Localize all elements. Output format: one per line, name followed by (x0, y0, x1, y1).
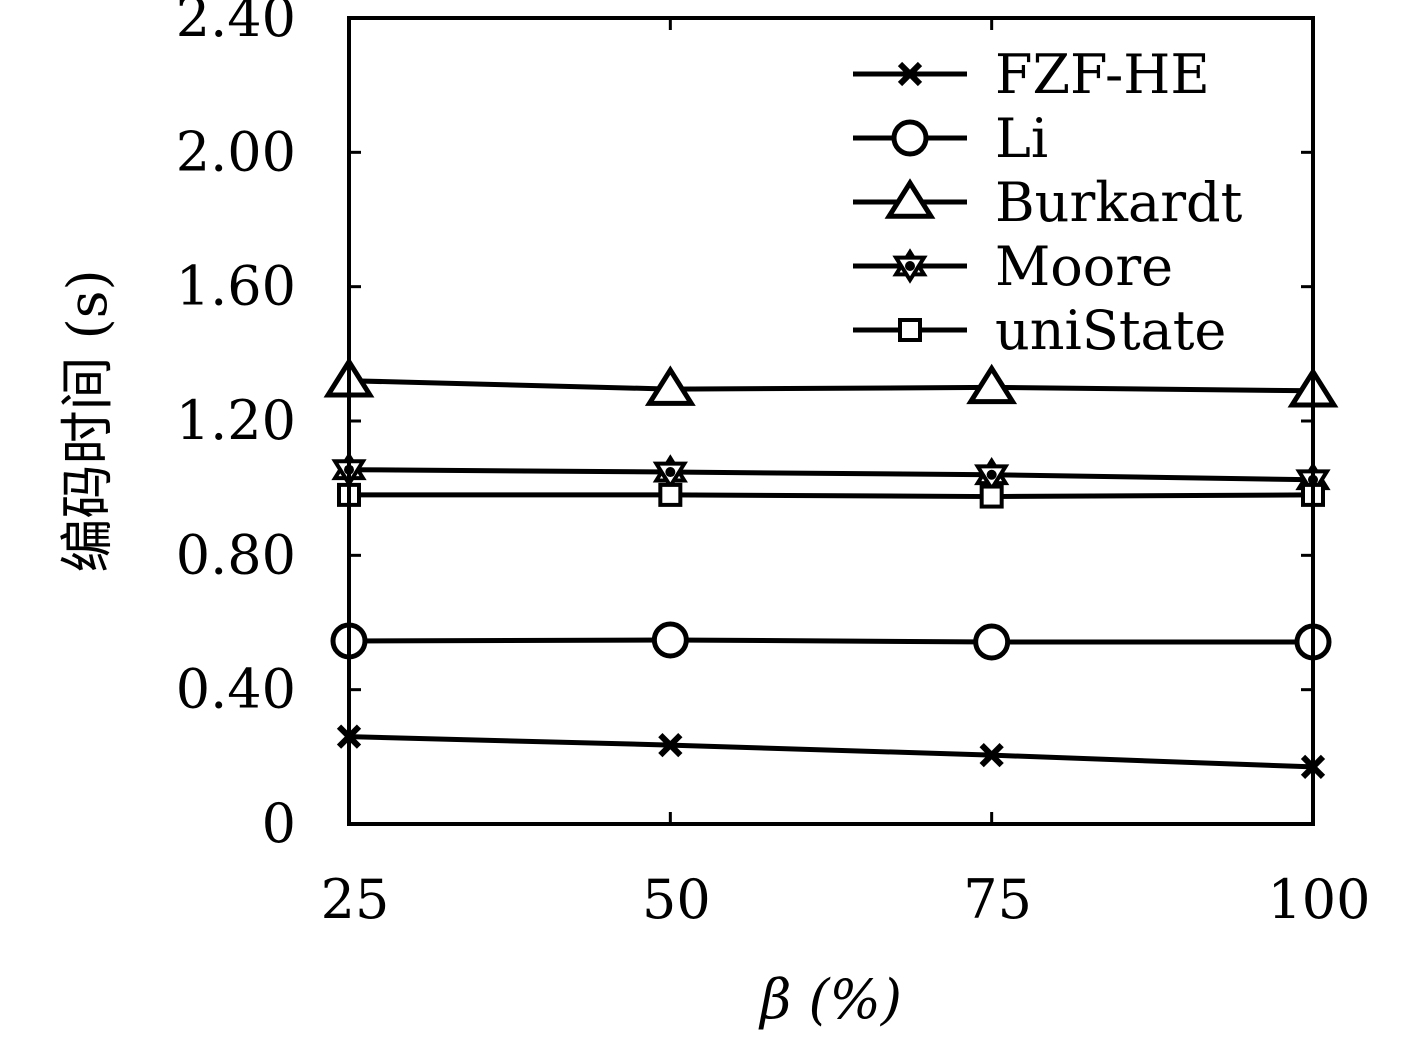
x-marker (979, 743, 1004, 768)
x-tick-label: 50 (642, 868, 711, 931)
x-tick-label: 25 (321, 868, 390, 931)
y-tick-label: 0 (262, 792, 296, 855)
y-tick-label: 1.60 (176, 255, 296, 318)
triangle-marker (966, 363, 1018, 405)
series-line (348, 467, 1314, 483)
legend-label: FZF-HE (995, 43, 1210, 106)
series-li (330, 621, 1332, 661)
legend-label: Li (995, 107, 1048, 170)
y-tick-label: 0.40 (176, 658, 296, 721)
y-tick-label: 2.40 (176, 0, 296, 49)
series-line (348, 734, 1314, 770)
series-line (348, 637, 1313, 645)
legend-label: Moore (995, 235, 1173, 298)
y-axis-title: 编码时间 (s) (56, 269, 119, 572)
square-marker (979, 484, 1004, 509)
star-marker (974, 456, 1010, 493)
legend-label: uniState (995, 299, 1226, 362)
legend-triangle-marker (884, 178, 936, 219)
legend-circle-marker (891, 119, 929, 157)
series-line (349, 492, 1314, 500)
legend-item: Li (853, 107, 1048, 170)
star-marker (652, 454, 688, 490)
y-tick-label: 2.00 (176, 120, 296, 183)
square-marker (658, 482, 683, 507)
legend-star-marker (892, 248, 928, 284)
x-tick-label: 100 (1267, 868, 1370, 931)
legend-item: FZF-HE (853, 43, 1210, 106)
circle-marker (651, 621, 689, 659)
series-burkardt (323, 357, 1339, 408)
y-tick-label: 1.20 (176, 389, 296, 452)
series-fzf-he (336, 724, 1326, 780)
x-marker (658, 732, 683, 758)
legend-square-marker (898, 318, 922, 342)
plot-frame (347, 16, 1315, 826)
legend-x-marker (897, 61, 923, 87)
triangle-marker (644, 365, 696, 406)
x-axis-title: β (%) (758, 968, 902, 1031)
circle-marker (973, 623, 1011, 661)
legend-item: Moore (853, 235, 1173, 298)
series-line (348, 378, 1314, 394)
axis-ticks: 0 0.40 0.80 1.20 1.60 2.00 2.40 25 50 75 100 (176, 0, 1371, 931)
legend-item: Burkardt (853, 171, 1243, 234)
legend-label: Burkardt (995, 171, 1243, 234)
x-tick-label: 75 (963, 868, 1032, 931)
series-unistate (337, 482, 1325, 509)
series-group (323, 357, 1339, 780)
series-moore (331, 451, 1331, 498)
legend-item: uniState (853, 299, 1226, 362)
y-tick-label: 0.80 (176, 523, 296, 586)
